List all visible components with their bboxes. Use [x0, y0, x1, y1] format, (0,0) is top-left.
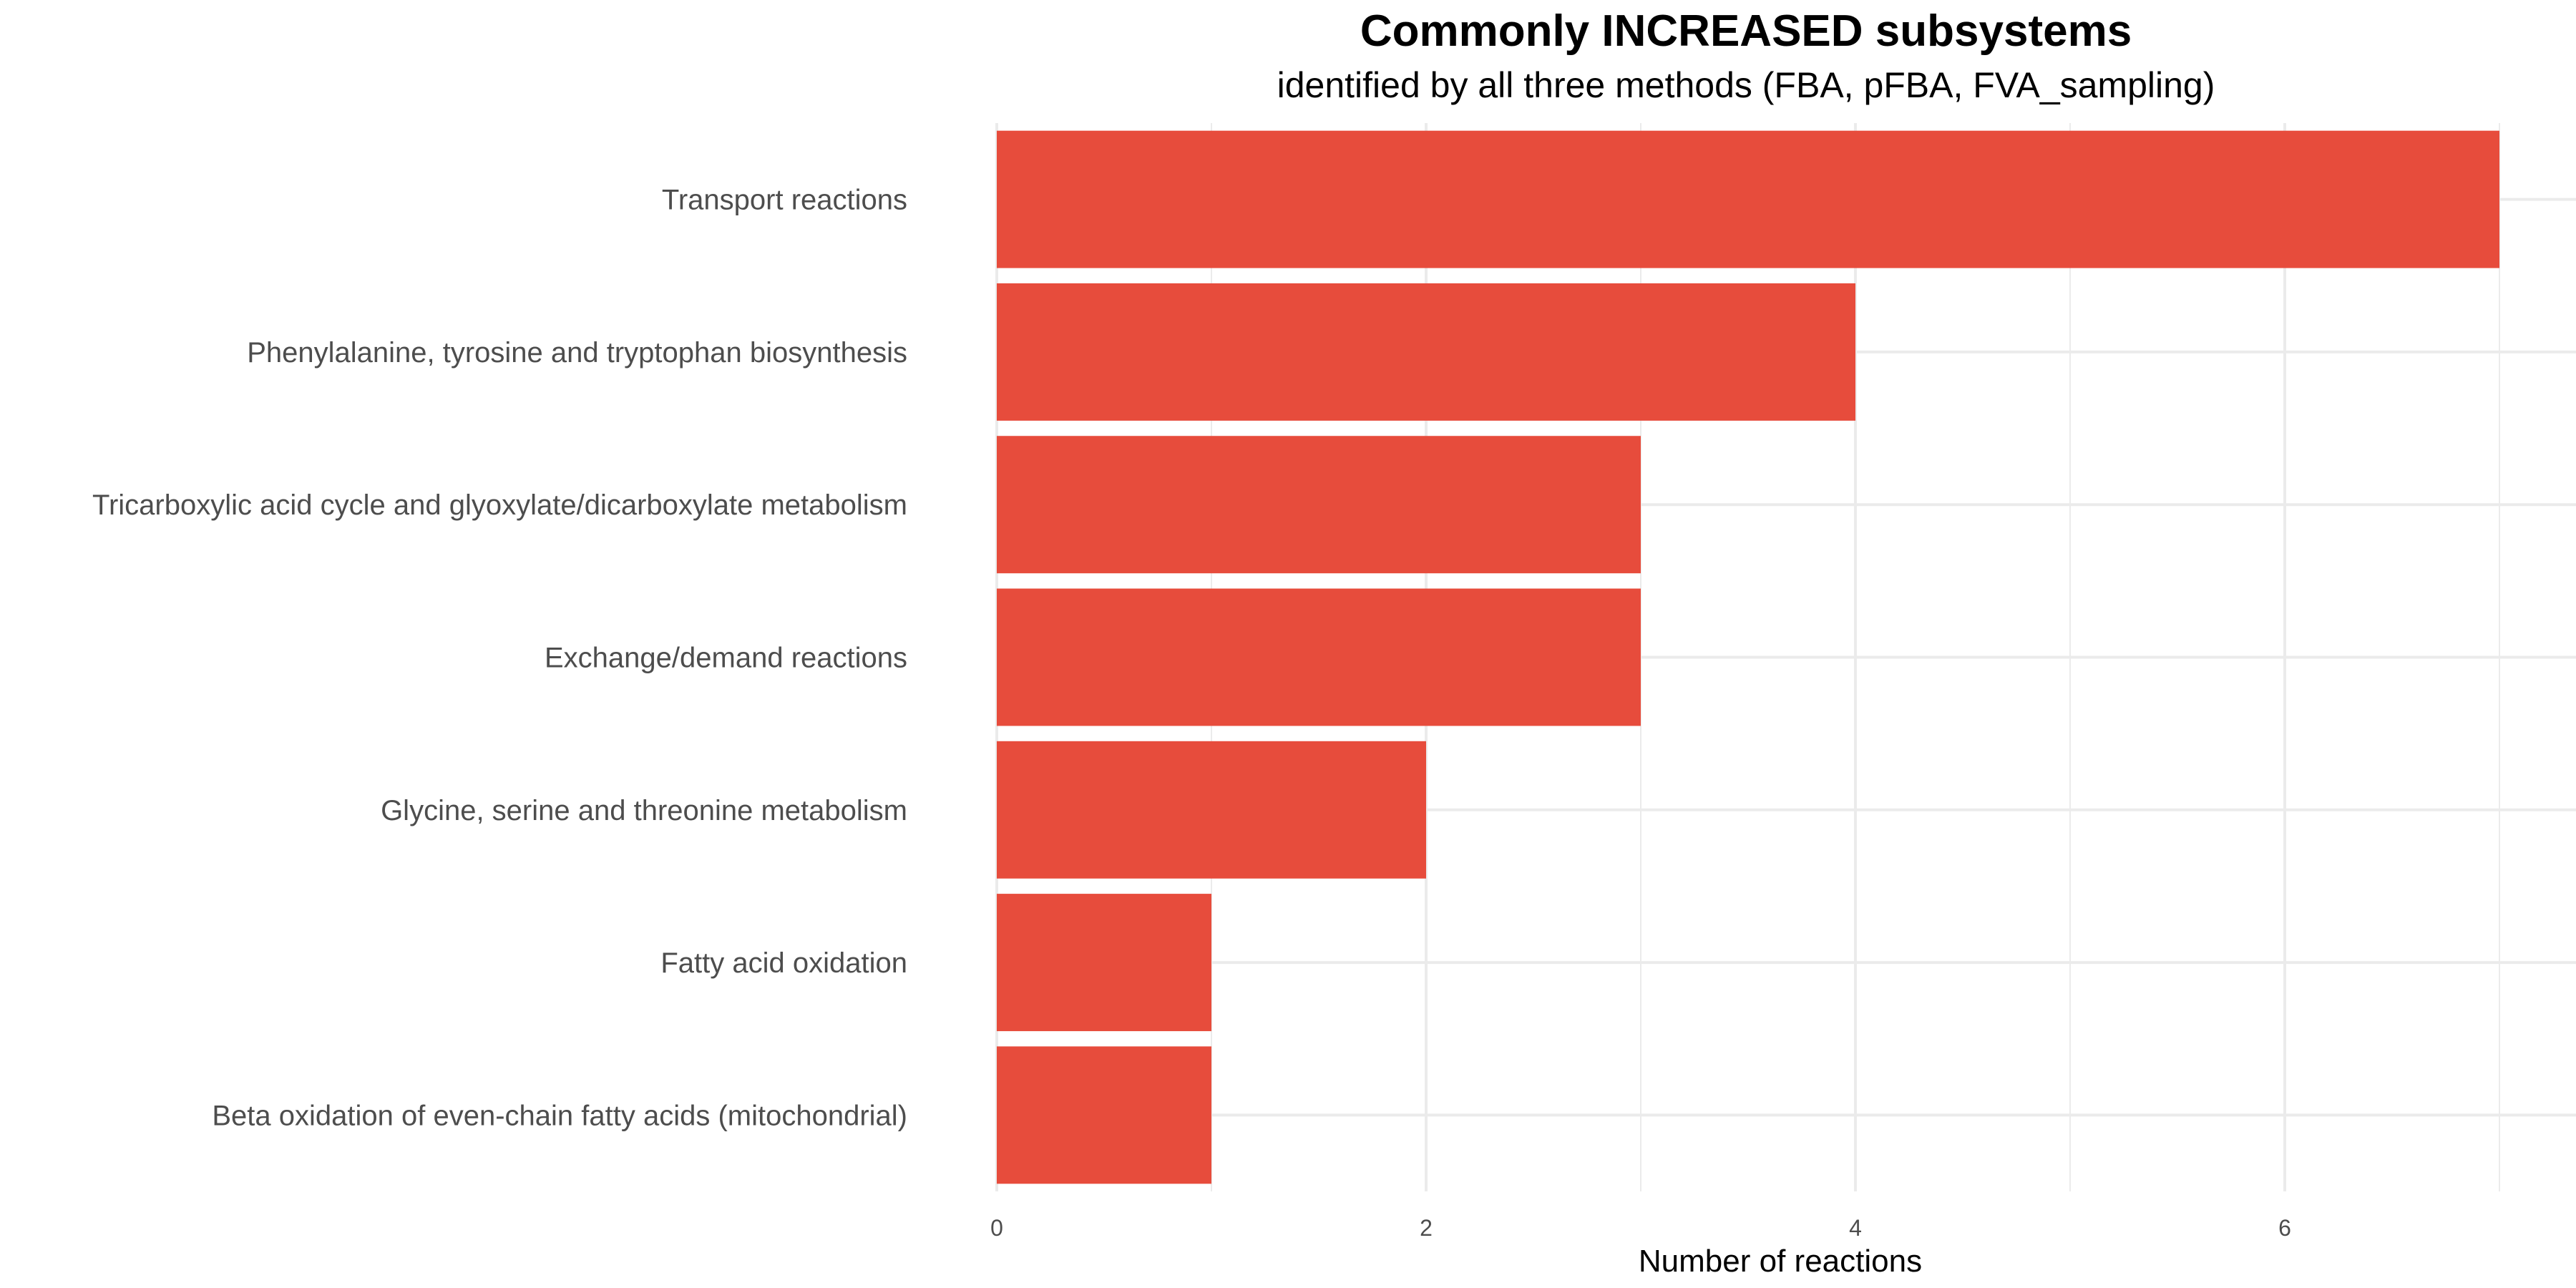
- category-labels: Transport reactions Phenylalanine, tyrosi…: [92, 185, 907, 1132]
- bar: [997, 588, 1641, 726]
- x-tick-label: 2: [1420, 1215, 1433, 1241]
- bars: [997, 130, 2499, 1184]
- x-tick-labels: 0 2 4 6: [990, 1215, 2291, 1241]
- category-label: Tricarboxylic acid cycle and glyoxylate/…: [92, 489, 907, 521]
- chart-title: Commonly INCREASED subsystems: [1360, 6, 2132, 56]
- chart-subtitle: identified by all three methods (FBA, pF…: [1277, 65, 2215, 105]
- category-label: Phenylalanine, tyrosine and tryptophan b…: [247, 337, 907, 369]
- x-axis-title: Number of reactions: [1639, 1244, 1922, 1279]
- bar: [997, 436, 1641, 574]
- category-label: Transport reactions: [662, 185, 907, 216]
- category-label: Glycine, serine and threonine metabolism: [381, 795, 907, 826]
- x-tick-label: 4: [1849, 1215, 1862, 1241]
- bar: [997, 894, 1211, 1032]
- x-tick-label: 0: [990, 1215, 1003, 1241]
- category-label: Exchange/demand reactions: [545, 643, 907, 674]
- bar: [997, 283, 1855, 421]
- category-label: Fatty acid oxidation: [660, 947, 907, 979]
- category-label: Beta oxidation of even-chain fatty acids…: [212, 1100, 907, 1131]
- bar: [997, 1046, 1211, 1184]
- bar: [997, 741, 1426, 879]
- bar: [997, 130, 2499, 268]
- x-tick-label: 6: [2278, 1215, 2291, 1241]
